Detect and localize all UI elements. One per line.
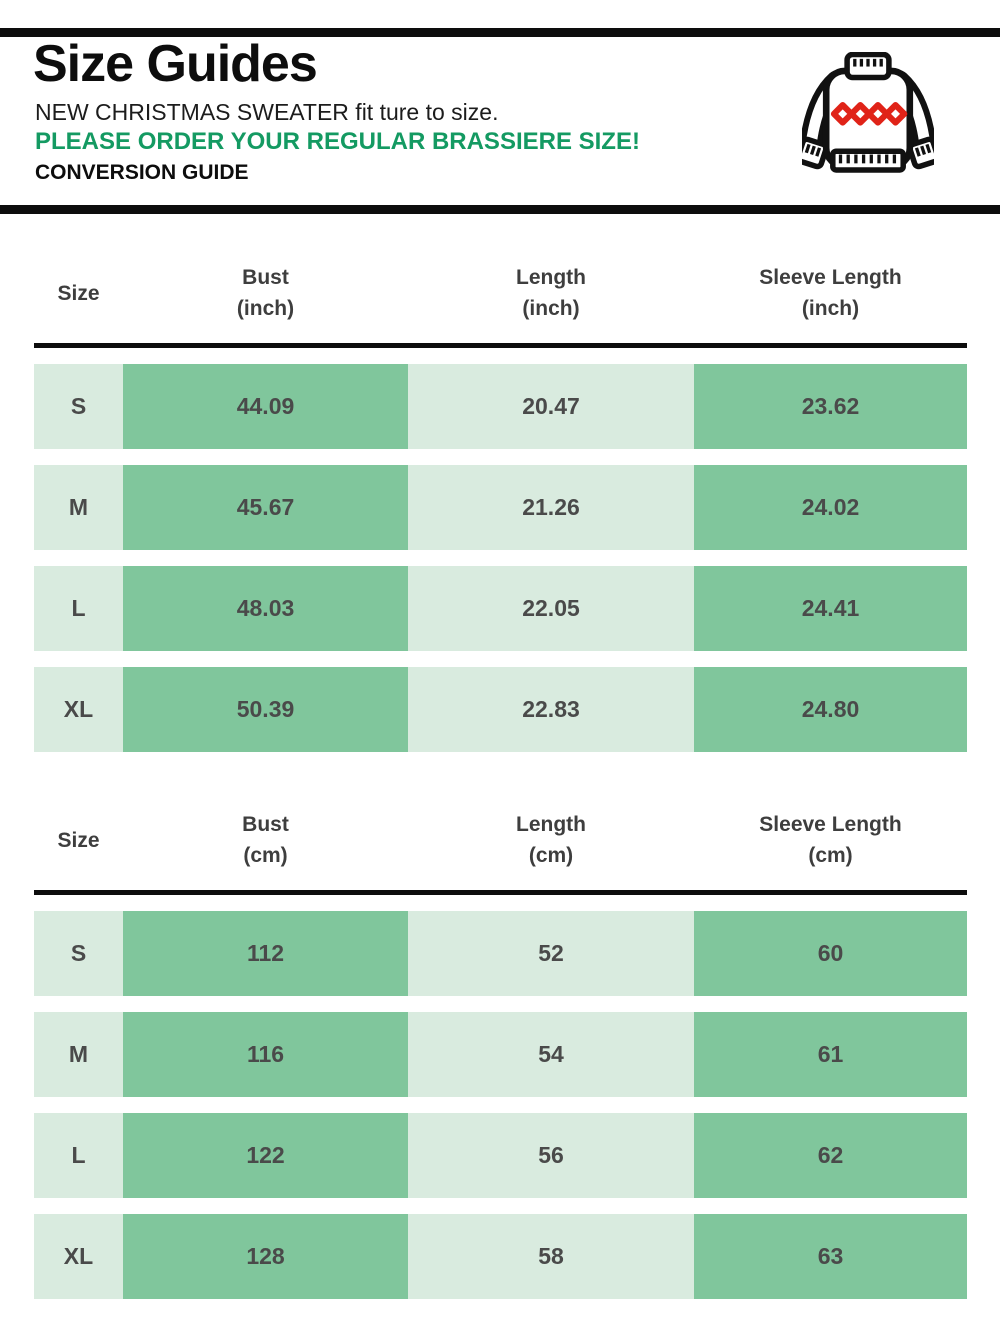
size-label-cell: L xyxy=(34,1113,123,1198)
measurement-value-cell: 45.67 xyxy=(123,465,408,550)
size-row-m: M 116 54 61 xyxy=(34,1012,967,1097)
measurement-value-cell: 116 xyxy=(123,1012,408,1097)
measurement-value-cell: 54 xyxy=(408,1012,694,1097)
size-table-cm: Size Bust (cm) Length (cm) Sleeve Length (cm) … xyxy=(34,790,967,1299)
column-header-size: Size xyxy=(57,828,100,852)
size-label-cell: XL xyxy=(34,1214,123,1299)
column-header-size: Size xyxy=(57,281,100,305)
table-body: S 112 52 60 M 116 54 61 L 122 56 62 XL 128 58 63 xyxy=(34,911,967,1299)
top-divider-bar xyxy=(0,28,1000,37)
measurement-value-cell: 58 xyxy=(408,1214,694,1299)
measurement-value-cell: 61 xyxy=(694,1012,967,1097)
measurement-value-cell: 48.03 xyxy=(123,566,408,651)
size-label-cell: XL xyxy=(34,667,123,752)
measurement-value-cell: 52 xyxy=(408,911,694,996)
measurement-value-cell: 60 xyxy=(694,911,967,996)
table-body: S 44.09 20.47 23.62 M 45.67 21.26 24.02 L 48.03 22… xyxy=(34,364,967,752)
table-header-row: Size Bust (inch) Length (inch) Sleeve Length(… xyxy=(34,243,967,343)
size-row-xl: XL 50.39 22.83 24.80 xyxy=(34,667,967,752)
column-header-length: Length (inch) xyxy=(516,266,586,320)
fit-note: NEW CHRISTMAS SWEATER fit ture to size. xyxy=(35,99,499,125)
measurement-value-cell: 20.47 xyxy=(408,364,694,449)
size-row-s: S 112 52 60 xyxy=(34,911,967,996)
measurement-value-cell: 23.62 xyxy=(694,364,967,449)
measurement-value-cell: 63 xyxy=(694,1214,967,1299)
table-header-rule xyxy=(34,890,967,895)
order-note: PLEASE ORDER YOUR REGULAR BRASSIERE SIZE… xyxy=(35,128,640,155)
measurement-value-cell: 22.83 xyxy=(408,667,694,752)
size-label-cell: S xyxy=(34,911,123,996)
size-row-m: M 45.67 21.26 24.02 xyxy=(34,465,967,550)
measurement-value-cell: 24.80 xyxy=(694,667,967,752)
size-label-cell: M xyxy=(34,465,123,550)
size-label-cell: M xyxy=(34,1012,123,1097)
measurement-value-cell: 24.41 xyxy=(694,566,967,651)
column-header-length: Length (cm) xyxy=(516,813,586,867)
column-header-bust: Bust (inch) xyxy=(236,266,295,320)
table-header-row: Size Bust (cm) Length (cm) Sleeve Length (cm) xyxy=(34,790,967,890)
size-table-inch: Size Bust (inch) Length (inch) Sleeve Length(… xyxy=(34,243,967,752)
measurement-value-cell: 122 xyxy=(123,1113,408,1198)
size-label-cell: S xyxy=(34,364,123,449)
size-row-s: S 44.09 20.47 23.62 xyxy=(34,364,967,449)
column-header-sleeve-length: Sleeve Length (inch) xyxy=(759,266,902,320)
column-header-bust: Bust (cm) xyxy=(242,813,289,867)
measurement-value-cell: 56 xyxy=(408,1113,694,1198)
measurement-value-cell: 112 xyxy=(123,911,408,996)
size-row-l: L 48.03 22.05 24.41 xyxy=(34,566,967,651)
conversion-guide-label: CONVERSION GUIDE xyxy=(35,161,249,184)
header-section-divider xyxy=(0,205,1000,214)
measurement-value-cell: 44.09 xyxy=(123,364,408,449)
measurement-value-cell: 128 xyxy=(123,1214,408,1299)
measurement-value-cell: 21.26 xyxy=(408,465,694,550)
column-header-sleeve-length: Sleeve Length (cm) xyxy=(759,813,902,867)
size-row-xl: XL 128 58 63 xyxy=(34,1214,967,1299)
measurement-value-cell: 62 xyxy=(694,1113,967,1198)
measurement-value-cell: 50.39 xyxy=(123,667,408,752)
measurement-value-cell: 22.05 xyxy=(408,566,694,651)
size-row-l: L 122 56 62 xyxy=(34,1113,967,1198)
size-label-cell: L xyxy=(34,566,123,651)
table-header-rule xyxy=(34,343,967,348)
page-title: Size Guides xyxy=(33,35,318,93)
measurement-value-cell: 24.02 xyxy=(694,465,967,550)
christmas-sweater-icon xyxy=(802,52,934,173)
